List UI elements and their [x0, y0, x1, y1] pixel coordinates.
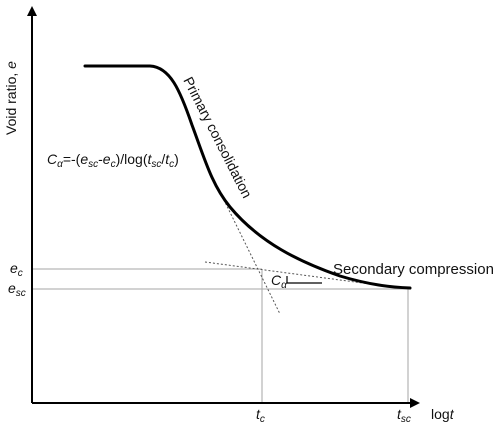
y-axis-label-main: Void ratio, — [3, 69, 19, 135]
tsc-marker: tsc — [397, 406, 411, 425]
tsc-marker-sub: sc — [401, 414, 411, 425]
formula-slash: / — [161, 151, 165, 167]
calpha-formula: Cα=-(esc-ec)/log(tsc/tc) — [47, 151, 179, 170]
consolidation-curve — [83, 64, 412, 290]
tsc-marker-base: t — [397, 406, 402, 422]
formula-minus: - — [98, 151, 103, 167]
y-axis-label-symbol: e — [3, 61, 19, 69]
formula-t1-sub: sc — [151, 159, 161, 170]
ec-marker: ec — [10, 260, 23, 279]
x-axis-label: logt — [431, 406, 455, 422]
secondary-tangent-line — [204, 261, 401, 289]
esc-marker-base: e — [8, 280, 16, 296]
primary-consolidation-label: Primary consolidation — [180, 74, 255, 201]
formula-e2: e — [103, 151, 111, 167]
tc-marker-base: t — [256, 406, 261, 422]
formula-e2-sub: c — [111, 159, 116, 170]
esc-marker-sub: sc — [16, 288, 26, 299]
primary-tangent-line — [221, 195, 281, 315]
formula-lhs: C — [47, 151, 58, 167]
calpha-slope-bracket — [286, 276, 322, 284]
secondary-compression-label: Secondary compression — [333, 261, 494, 278]
ec-marker-base: e — [10, 260, 18, 276]
calpha-marker-base: C — [271, 272, 282, 288]
formula-e1-sub: sc — [88, 159, 98, 170]
formula-t2: t — [165, 151, 170, 167]
formula-eq: =-( — [63, 151, 81, 167]
tc-marker-sub: c — [260, 414, 265, 425]
x-axis-label-symbol: t — [450, 406, 455, 422]
tc-marker: tc — [256, 406, 265, 425]
calpha-marker: Cα — [271, 272, 287, 291]
formula-t1: t — [148, 151, 153, 167]
ec-marker-sub: c — [18, 268, 23, 279]
formula-mid: )/log( — [116, 151, 148, 167]
formula-lhs-sub: α — [57, 159, 63, 170]
formula-t2-sub: c — [169, 159, 174, 170]
esc-marker: esc — [8, 280, 26, 299]
calpha-marker-sub: α — [281, 280, 287, 291]
formula-e1: e — [80, 151, 88, 167]
formula-end: ) — [174, 151, 179, 167]
y-axis-label: Void ratio, e — [3, 61, 19, 135]
x-axis-label-main: log — [431, 406, 450, 422]
